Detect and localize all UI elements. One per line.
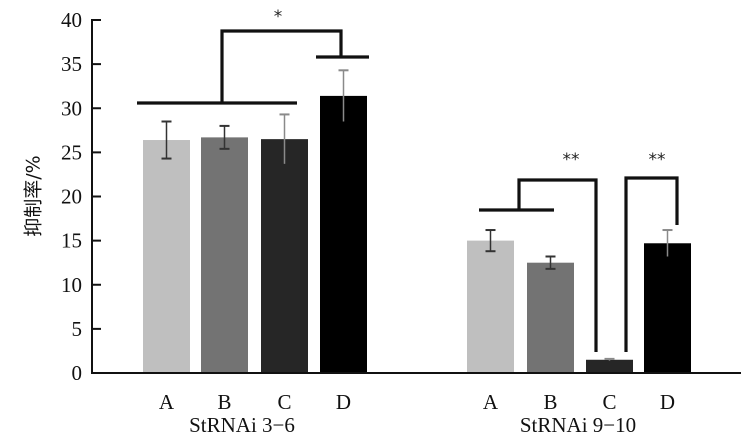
bar-2-a: [467, 240, 514, 373]
bar-1-d: [320, 95, 367, 374]
y-tick-label: 5: [72, 317, 83, 341]
x-category-label: A: [483, 390, 499, 414]
bracket-group1: [137, 29, 369, 105]
y-axis-label: 抑制率/%: [23, 155, 45, 236]
significance-label-group2-ab-vs-c: **: [563, 150, 580, 170]
bar-1-a: [143, 140, 190, 373]
y-tick-label: 15: [61, 229, 82, 253]
bar-2-b: [527, 262, 574, 373]
y-tick-label: 20: [61, 185, 82, 209]
y-tick-label: 30: [61, 96, 82, 120]
bracket-group2-ab-vs-c: [479, 178, 598, 352]
group-label-2: StRNAi 9−10: [520, 413, 636, 437]
significance-brackets: [137, 29, 679, 352]
y-tick-label: 25: [61, 140, 82, 164]
error-bars: [161, 69, 673, 361]
x-category-label: C: [277, 390, 291, 414]
bar-2-d: [644, 243, 691, 373]
significance-label-group2-c-vs-d: **: [649, 150, 666, 170]
y-tick-label: 35: [61, 52, 82, 76]
x-category-label: B: [543, 390, 557, 414]
bars: [143, 95, 691, 374]
bar-1-c: [261, 139, 308, 373]
significance-label-group1: *: [274, 7, 283, 27]
x-category-label: D: [336, 390, 351, 414]
y-tick-label: 0: [72, 361, 83, 385]
bar-1-b: [201, 137, 248, 373]
x-category-label: D: [660, 390, 675, 414]
y-axis: 0 5 10 15 20 25 30 35 40: [61, 8, 101, 385]
x-category-label: A: [159, 390, 175, 414]
bracket-group2-c-vs-d: [624, 176, 679, 352]
group-label-1: StRNAi 3−6: [189, 413, 295, 437]
x-category-label: B: [217, 390, 231, 414]
y-tick-label: 10: [61, 273, 82, 297]
x-category-label: C: [602, 390, 616, 414]
y-tick-label: 40: [61, 8, 82, 32]
bar-2-c: [586, 359, 633, 373]
